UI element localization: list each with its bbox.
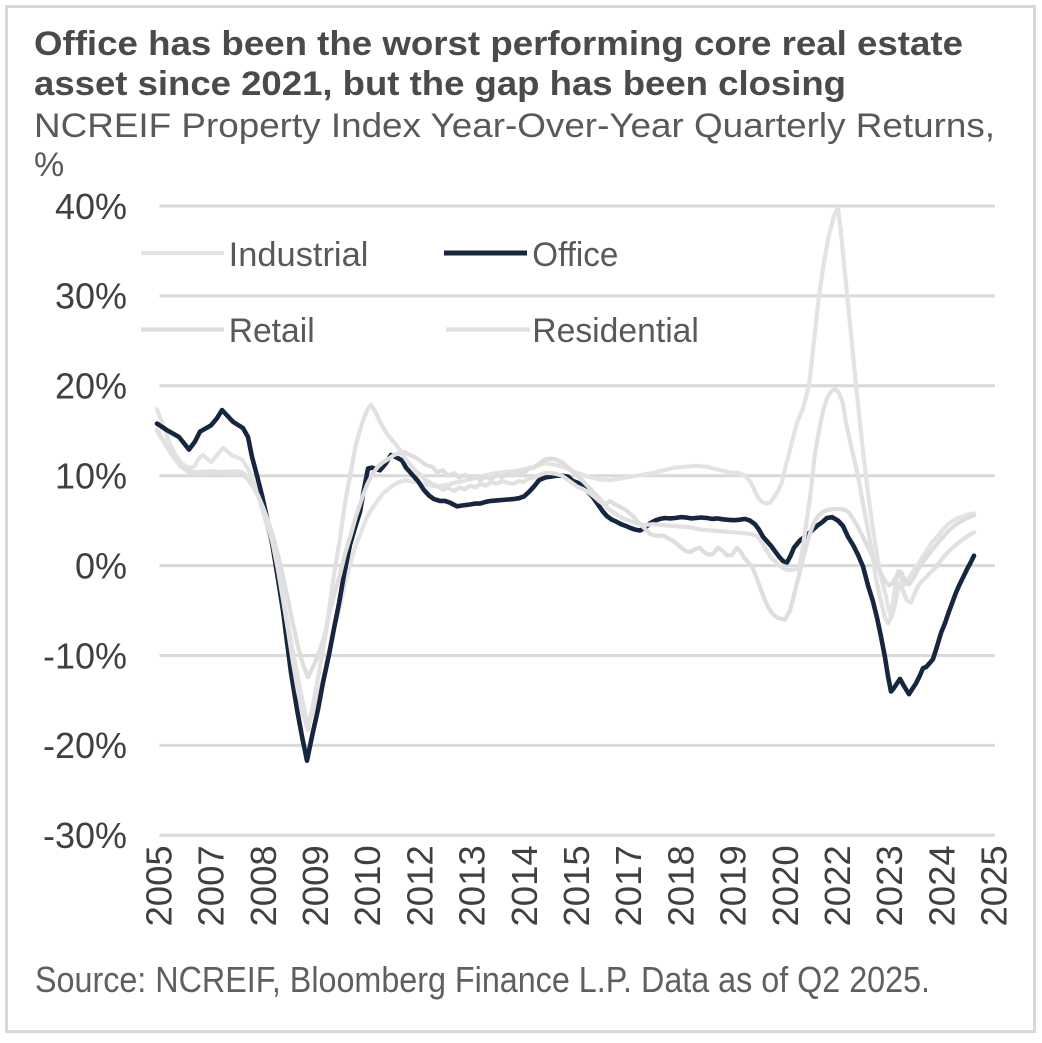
- svg-text:2012: 2012: [399, 845, 440, 926]
- svg-text:20%: 20%: [55, 366, 127, 407]
- svg-text:2018: 2018: [660, 845, 701, 926]
- svg-text:-10%: -10%: [43, 635, 127, 676]
- svg-text:2009: 2009: [295, 845, 336, 926]
- svg-text:asset since 2021, but the gap: asset since 2021, but the gap has been c…: [34, 65, 846, 103]
- svg-text:Retail: Retail: [229, 312, 315, 350]
- svg-text:0%: 0%: [75, 545, 127, 586]
- svg-text:2017: 2017: [608, 845, 649, 926]
- svg-text:-20%: -20%: [43, 725, 127, 766]
- svg-text:2014: 2014: [504, 845, 545, 926]
- svg-text:10%: 10%: [55, 456, 127, 497]
- svg-text:2005: 2005: [138, 845, 179, 926]
- svg-text:Residential: Residential: [532, 312, 699, 350]
- svg-text:2007: 2007: [191, 845, 232, 926]
- svg-text:2013: 2013: [452, 845, 493, 926]
- svg-text:2024: 2024: [921, 845, 962, 926]
- svg-text:2010: 2010: [347, 845, 388, 926]
- svg-text:2008: 2008: [243, 845, 284, 926]
- svg-text:Office has been the worst perf: Office has been the worst performing cor…: [34, 25, 963, 63]
- svg-text:Office: Office: [532, 236, 618, 274]
- svg-text:Source: NCREIF, Bloomberg Fina: Source: NCREIF, Bloomberg Finance L.P. D…: [35, 959, 930, 1000]
- svg-text:2019: 2019: [713, 845, 754, 926]
- svg-text:2023: 2023: [869, 845, 910, 926]
- svg-text:30%: 30%: [55, 276, 127, 317]
- svg-text:%: %: [34, 146, 64, 184]
- svg-text:2022: 2022: [817, 845, 858, 926]
- svg-text:40%: 40%: [55, 186, 127, 227]
- svg-text:-30%: -30%: [43, 815, 127, 856]
- svg-text:2015: 2015: [556, 845, 597, 926]
- svg-text:Industrial: Industrial: [229, 236, 369, 274]
- svg-text:2025: 2025: [974, 845, 1015, 926]
- svg-text:2020: 2020: [765, 845, 806, 926]
- svg-text:NCREIF Property Index Year-Ove: NCREIF Property Index Year-Over-Year Qua…: [34, 107, 995, 145]
